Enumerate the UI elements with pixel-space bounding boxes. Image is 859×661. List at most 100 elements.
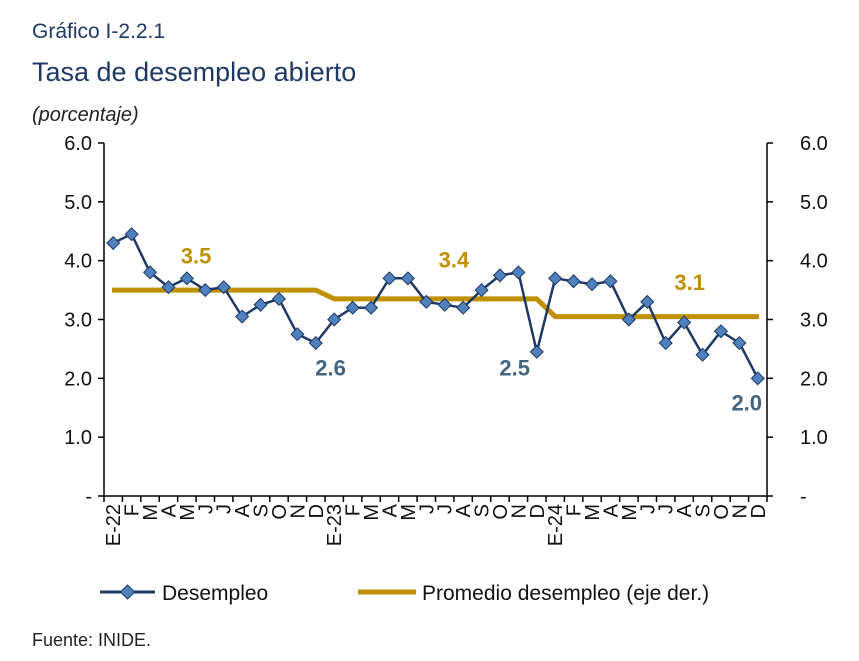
x-tick-label: A [600,503,622,517]
y-left-tick-label: - [85,486,92,508]
x-tick-label: O [269,504,291,520]
chart-title: Tasa de desempleo abierto [32,57,357,87]
desempleo-point [492,268,508,283]
desempleo-point [363,300,379,315]
x-tick-label: M [140,504,162,521]
data-label: 2.5 [499,355,530,380]
y-right-tick-label: 5.0 [800,192,828,214]
x-tick-label: E-23 [324,504,346,546]
x-tick-label: O [490,504,512,520]
data-label: 3.4 [439,248,470,273]
desempleo-point [713,324,729,339]
x-tick-label: N [729,504,751,518]
x-tick-label: F [564,504,586,516]
data-label: 3.1 [674,270,705,295]
data-label: 3.5 [181,244,212,269]
y-left-tick-label: 3.0 [64,310,92,332]
chart-legend: Desempleo Promedio desempleo (eje der.) [100,582,709,605]
x-tick-label: J [195,504,217,514]
desempleo-point [621,312,636,327]
x-tick-label: J [637,504,659,514]
desempleo-point [677,315,692,330]
chart-subtitle: (porcentaje) [32,104,139,126]
x-tick-label: A [232,503,254,517]
x-tick-label: E-22 [103,504,125,546]
x-tick-label: S [251,504,273,517]
desempleo-point [106,235,121,251]
y-right-tick-label: 2.0 [800,368,828,390]
desempleo-point [345,300,360,315]
desempleo-point [216,280,231,295]
x-tick-label: N [287,504,309,518]
x-tick-label: M [582,504,604,521]
x-tick-label: N [508,504,530,518]
desempleo-point [474,283,489,298]
x-tick-label: M [361,504,383,521]
desempleo-point [400,271,415,286]
data-label: 2.6 [315,355,346,380]
chart-axes: - - 1.0 1.0 2.0 2.0 3.0 3.0 4.0 4.0 5.0 5.0 6.0 6.0 E-… [64,133,828,546]
desempleo-point [382,271,397,286]
desempleo-point [437,297,452,312]
x-tick-label: F [122,504,144,516]
y-right-tick-label: - [800,486,807,508]
x-tick-label: S [693,504,715,517]
desempleo-point [179,271,194,286]
desempleo-point [529,344,544,359]
x-tick-label: M [398,504,420,521]
x-tick-label: J [416,504,438,514]
desempleo-point [161,280,176,295]
y-left-tick-label: 5.0 [64,192,92,214]
x-tick-label: A [674,503,696,517]
desempleo-point [327,312,342,327]
y-right-tick-label: 6.0 [800,133,828,155]
desempleo-point [603,274,618,289]
x-tick-label: M [619,504,641,521]
x-tick-label: A [379,503,401,517]
legend-desempleo-label: Desempleo [162,582,268,605]
x-tick-label: D [306,504,328,518]
desempleo-point [253,297,268,312]
legend-desempleo-marker [119,584,136,600]
x-tick-label: J [656,504,678,514]
x-tick-label: M [177,504,199,521]
x-tick-label: F [343,504,365,516]
desempleo-point [566,274,581,289]
desempleo-point [732,335,747,351]
legend-promedio-label: Promedio desempleo (eje der.) [422,582,709,605]
desempleo-point [419,294,434,309]
y-left-tick-label: 4.0 [64,251,92,273]
desempleo-point [290,327,305,342]
desempleo-point [695,347,710,362]
y-left-tick-label: 1.0 [64,427,92,449]
x-tick-label: A [158,503,180,517]
desempleo-point [235,309,250,324]
y-left-tick-label: 2.0 [64,368,92,390]
y-right-tick-label: 3.0 [800,310,828,332]
source-note: Fuente: INIDE. [32,630,152,650]
x-tick-label: S [472,504,494,517]
desempleo-point [584,277,600,292]
desempleo-point [511,265,526,280]
desempleo-point [124,227,139,242]
desempleo-point [640,294,655,309]
figure-number: Gráfico I-2.2.1 [32,20,166,43]
y-right-tick-label: 4.0 [800,251,828,273]
desempleo-point [456,300,471,315]
y-right-tick-label: 1.0 [800,427,828,449]
desempleo-point [658,335,673,351]
desempleo-point [308,335,323,351]
desempleo-point [198,283,213,298]
x-tick-label: J [214,504,236,514]
desempleo-point [750,371,765,386]
chart-annotations: 3.5 3.4 3.1 2.6 2.5 2.0 [181,244,762,416]
x-tick-label: D [748,504,770,518]
data-label: 2.0 [731,391,762,416]
x-tick-label: O [711,504,733,520]
chart-series [106,227,765,386]
x-tick-label: J [435,504,457,514]
desempleo-point [271,291,287,306]
x-tick-label: D [527,504,549,518]
y-left-tick-label: 6.0 [64,133,92,155]
